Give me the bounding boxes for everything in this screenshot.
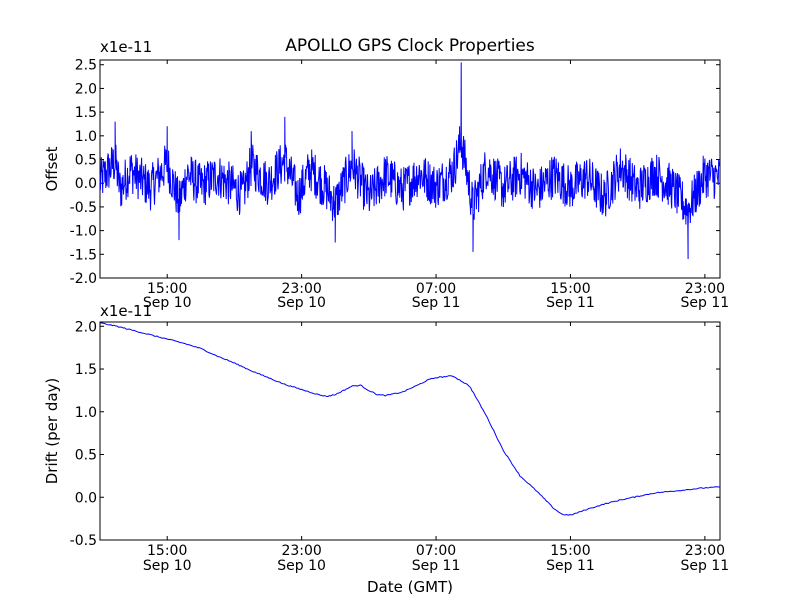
y-tick-label: 1.5 (75, 362, 97, 378)
offset-scale-text: x1e-11 (100, 38, 152, 56)
offset-panel: Offset x1e-11 -2.0 -1.5 -1.0 -0.5 0.0 0.5 1.0 1… (43, 38, 729, 311)
x-tick-time-label: 23:00 (685, 543, 725, 559)
x-axis-label: Date (GMT) (367, 578, 453, 596)
offset-series (99, 62, 721, 260)
y-tick-label: 0.0 (75, 176, 97, 192)
x-tick-time-label: 07:00 (416, 543, 456, 559)
y-tick-label: 0.5 (75, 153, 97, 169)
y-tick-label: -0.5 (70, 200, 97, 216)
x-tick-time-label: 23:00 (281, 543, 321, 559)
x-tick-date-label: Sep 11 (546, 558, 595, 574)
y-tick-label: 0.0 (75, 490, 97, 506)
x-tick-date-label: Sep 10 (143, 295, 192, 311)
x-tick-date-label: Sep 11 (681, 295, 730, 311)
offset-plot-frame (99, 59, 721, 279)
x-tick-date-label: Sep 11 (412, 295, 461, 311)
drift-plot-frame (99, 321, 721, 541)
y-tick-label: 2.0 (75, 81, 97, 97)
offset-line (99, 62, 721, 260)
x-tick-time-label: 15:00 (550, 281, 590, 297)
x-tick-time-label: 23:00 (685, 281, 725, 297)
offset-ticks: -2.0-1.5-1.0-0.50.00.51.01.52.02.515:00S… (70, 58, 730, 311)
x-tick-date-label: Sep 11 (546, 295, 595, 311)
x-tick-time-label: 07:00 (416, 281, 456, 297)
y-tick-label: 2.5 (75, 58, 97, 74)
x-tick-time-label: 15:00 (147, 543, 187, 559)
drift-panel: Drift (per day) x1e-11 Date (GMT) -0.5 0.… (43, 302, 729, 596)
y-tick-label: 0.5 (75, 448, 97, 464)
offset-y-axis-label: Offset (43, 146, 61, 191)
y-tick-label: -0.5 (70, 533, 97, 549)
x-tick-date-label: Sep 11 (412, 558, 461, 574)
y-tick-label: -2.0 (70, 271, 97, 287)
x-tick-date-label: Sep 10 (143, 558, 192, 574)
drift-scale-text: x1e-11 (100, 302, 152, 320)
x-tick-time-label: 15:00 (550, 543, 590, 559)
y-tick-label: 1.5 (75, 105, 97, 121)
y-tick-label: -1.5 (70, 247, 97, 263)
chart-title: APOLLO GPS Clock Properties (285, 36, 535, 56)
y-tick-label: -1.0 (70, 224, 97, 240)
y-tick-label: 1.0 (75, 405, 97, 421)
y-tick-label: 1.0 (75, 129, 97, 145)
x-tick-time-label: 15:00 (147, 281, 187, 297)
x-tick-date-label: Sep 10 (277, 558, 326, 574)
x-tick-date-label: Sep 11 (681, 558, 730, 574)
drift-line (99, 322, 721, 516)
drift-series (99, 322, 721, 516)
drift-y-axis-label: Drift (per day) (43, 378, 61, 485)
x-tick-time-label: 23:00 (281, 281, 321, 297)
x-tick-date-label: Sep 10 (277, 295, 326, 311)
y-tick-label: 2.0 (75, 319, 97, 335)
